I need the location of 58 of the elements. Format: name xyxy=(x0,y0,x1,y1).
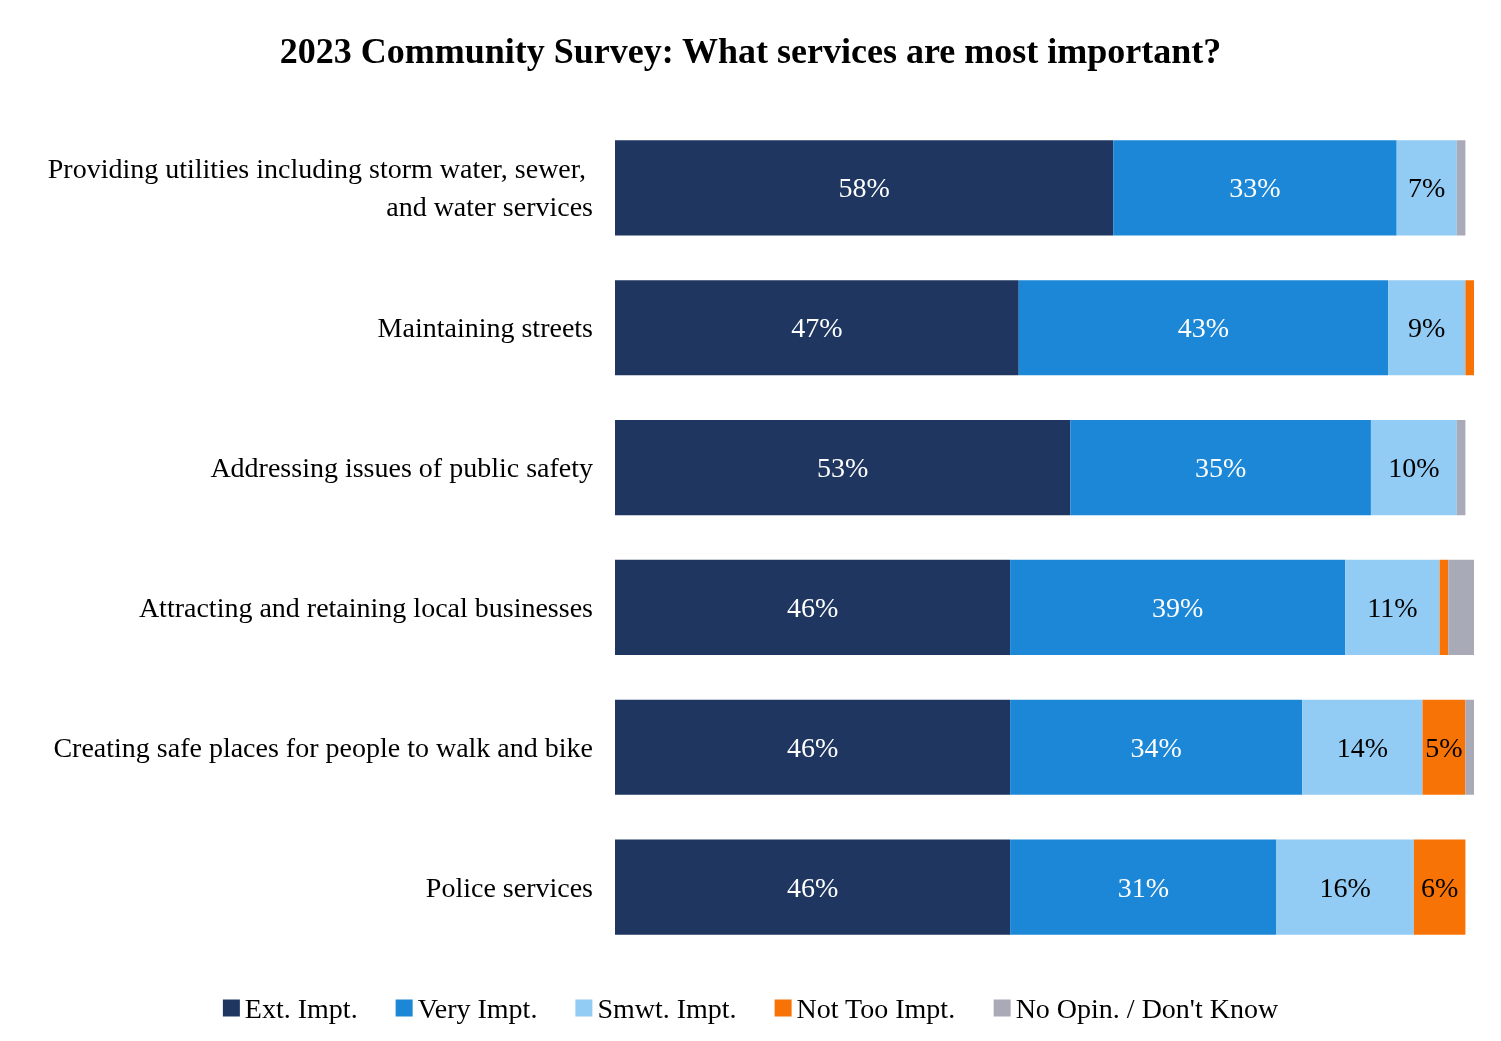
data-label: 46% xyxy=(786,871,839,903)
data-label: 46% xyxy=(786,731,839,763)
data-label: 33% xyxy=(1229,172,1281,204)
bar xyxy=(1465,280,1474,376)
y-tick-label: Maintaining streets xyxy=(377,312,593,344)
data-label: 5% xyxy=(1425,731,1463,763)
bar xyxy=(1456,140,1466,236)
bar xyxy=(615,420,1071,516)
data-label: 10% xyxy=(1388,452,1440,484)
bar xyxy=(1396,140,1457,236)
data-label: 31% xyxy=(1117,871,1169,903)
data-label: 35% xyxy=(1194,452,1247,484)
bar xyxy=(615,839,1011,935)
bar xyxy=(1465,699,1474,795)
bar xyxy=(1302,699,1423,795)
y-tick-label: Police services xyxy=(425,871,593,903)
data-label: 39% xyxy=(1151,591,1204,623)
bar xyxy=(615,699,1011,795)
chart-title: 2023 Community Survey: What services are most important? xyxy=(279,31,1222,71)
bar xyxy=(1113,140,1397,236)
data-label: 53% xyxy=(816,452,869,484)
bar xyxy=(1345,559,1440,655)
bar xyxy=(1388,280,1466,376)
y-tick-label: Addressing issues of public safety xyxy=(210,452,593,484)
bar xyxy=(1070,420,1371,516)
data-label: 7% xyxy=(1408,172,1446,204)
y-tick-label: Creating safe places for people to walk and bike xyxy=(53,731,593,763)
data-label: 34% xyxy=(1130,731,1182,763)
data-label: 43% xyxy=(1177,312,1230,344)
y-tick-label: Providing utilities including storm water, sewer, and water services xyxy=(47,153,593,223)
bar xyxy=(1010,699,1303,795)
bar xyxy=(1370,420,1457,516)
data-label: 14% xyxy=(1336,731,1388,763)
legend-label: Not Too Impt. xyxy=(796,992,956,1024)
legend-label: Ext. Impt. xyxy=(244,992,358,1024)
data-label: 6% xyxy=(1420,871,1459,903)
legend-label: Smwt. Impt. xyxy=(597,992,737,1024)
data-label: 16% xyxy=(1319,871,1371,903)
bar xyxy=(1018,280,1389,376)
bar xyxy=(615,140,1114,236)
bar xyxy=(1456,420,1466,516)
bar xyxy=(1439,559,1449,655)
bar xyxy=(615,559,1011,655)
bar xyxy=(1010,559,1346,655)
data-label: 9% xyxy=(1408,312,1446,344)
legend-label: Very Impt. xyxy=(417,992,538,1024)
data-label: 47% xyxy=(791,312,843,344)
bar xyxy=(1276,839,1414,935)
bar xyxy=(1448,559,1474,655)
data-label: 58% xyxy=(838,172,890,204)
data-label: 46% xyxy=(786,591,839,623)
bar xyxy=(1422,699,1466,795)
bar xyxy=(1413,839,1466,935)
bar xyxy=(615,280,1019,376)
legend-label: No Opin. / Don't Know xyxy=(1015,992,1279,1024)
data-label: 11% xyxy=(1367,591,1418,623)
y-tick-label: Attracting and retaining local businesses xyxy=(138,591,593,623)
bar xyxy=(1010,839,1277,935)
